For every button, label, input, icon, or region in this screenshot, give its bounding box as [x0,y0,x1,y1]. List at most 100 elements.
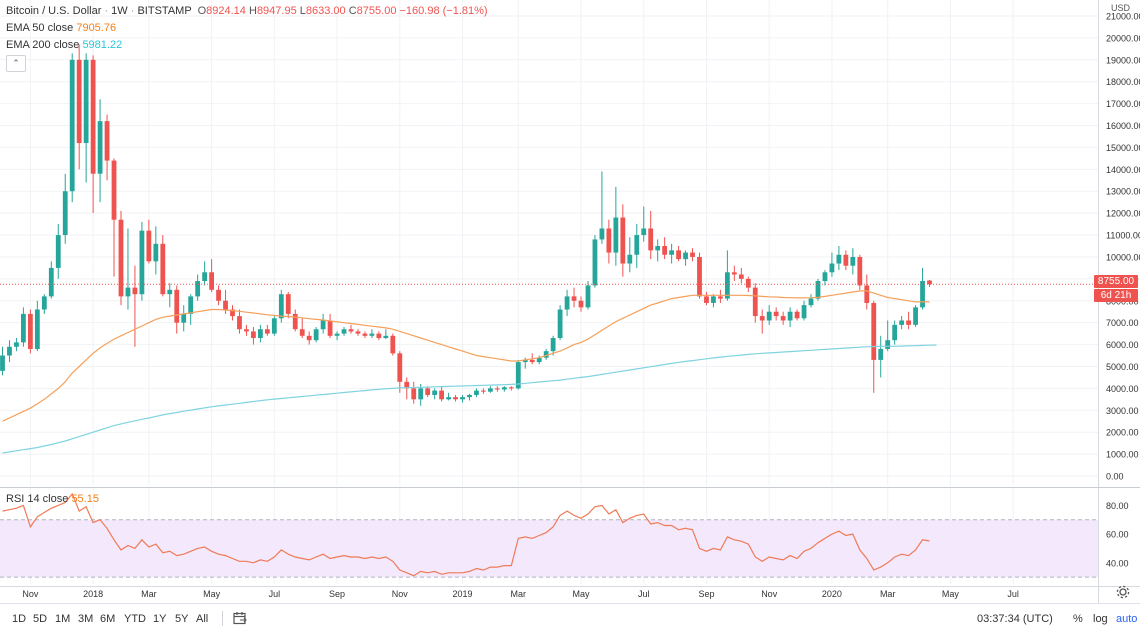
candle-body [787,311,793,321]
candle-body [578,300,584,308]
ema200-value: 5981.22 [82,39,123,51]
range-1m[interactable]: 1M [55,613,71,625]
candle-body [829,263,835,273]
range-6m[interactable]: 6M [100,613,116,625]
candle-body [704,296,709,303]
candle-body [620,217,626,264]
chart[interactable]: 0.00 1000.00 2000.00 3000.00 4000.00 5000.00 6… [0,0,1140,603]
collapse-legend-button[interactable]: ⌃ [6,55,26,72]
candle-body [571,296,577,301]
candle-body [404,381,410,389]
time-tick-label: May [942,589,960,599]
candle-body [237,316,242,330]
candle-body [857,256,863,286]
rsi-value: 55.15 [71,493,99,505]
price-tick-label: 4000.00 [1106,384,1139,394]
candle-body [139,230,145,295]
candle-body [160,243,166,295]
candle-body [118,219,124,297]
candle-body [202,272,208,282]
ema200-line [2,344,937,454]
price-tick-label: 10000.00 [1106,252,1140,262]
price-tick-label: 11000.00 [1106,231,1140,241]
candle-body [55,235,61,268]
candle-body [62,191,68,236]
chevron-up-icon: ⌃ [12,58,20,68]
gear-icon[interactable] [1116,585,1130,599]
candle-body [146,230,152,262]
rsi-tick-label: 60.00 [1106,530,1129,540]
ema200-legend[interactable]: EMA 200 close 5981.22 [6,39,122,51]
ema50-value: 7905.76 [76,22,117,34]
calendar-icon[interactable] [233,611,247,625]
candle-body [494,388,500,390]
time-tick-label: Jul [1007,589,1019,599]
candle-body [515,362,521,389]
candle-body [292,313,298,330]
candle-body [718,296,723,299]
candle-body [634,235,640,255]
high-value: 8947.95 [256,5,297,17]
ema200-label: EMA 200 close [6,39,80,51]
candle-body [69,59,75,192]
percent-scale-toggle[interactable]: % [1073,613,1083,625]
rsi-tick-label: 80.00 [1106,501,1129,511]
candle-body [216,289,221,301]
candle-body [299,329,305,336]
clock[interactable]: 03:37:34 (UTC) [977,613,1053,625]
candle-body [752,287,758,317]
low-value: 8633.00 [305,5,346,17]
price-tick-label: 5000.00 [1106,362,1139,372]
candle-body [432,390,438,395]
ema50-legend[interactable]: EMA 50 close 7905.76 [6,22,116,34]
candle-body [369,333,375,336]
rsi-band [0,519,1098,578]
candle-body [278,294,284,319]
price-tick-label: 20000.00 [1106,33,1140,43]
price-tick-label: 15000.00 [1106,143,1140,153]
auto-scale-toggle[interactable]: auto [1116,613,1138,625]
rsi-legend[interactable]: RSI 14 close 55.15 [6,493,99,505]
candle-body [306,335,312,341]
range-5d[interactable]: 5D [33,613,48,625]
price-tick-label: 16000.00 [1106,121,1140,131]
symbol-name: Bitcoin / U.S. Dollar [6,5,102,17]
indicator-lines [0,283,1098,577]
candle-body [446,397,451,400]
range-all[interactable]: All [196,613,209,625]
rsi-line [2,492,930,577]
interval[interactable]: 1W [111,5,128,17]
close-value: 8755.00 [356,5,397,17]
time-tick-label: 2018 [83,589,103,599]
range-5y[interactable]: 5Y [175,613,189,625]
time-tick-label: Mar [141,589,157,599]
candle-body [690,252,695,257]
range-ytd[interactable]: YTD [124,613,146,625]
candle-body [27,313,33,349]
candle-body [271,318,277,334]
range-3m[interactable]: 3M [78,613,94,625]
log-scale-toggle[interactable]: log [1093,613,1108,625]
candle-body [613,217,619,253]
time-tick-label: Jul [638,589,650,599]
candle-body [132,287,138,295]
change-value: −160.98 (−1.81%) [399,5,488,17]
candle-body [313,329,319,341]
price-tick-label: 17000.00 [1106,99,1140,109]
candle-body [801,305,807,319]
time-tick-label: Sep [698,589,714,599]
candle-body [0,355,5,371]
candle-body [334,333,340,336]
symbol-legend: Bitcoin / U.S. Dollar · 1W · BITSTAMP O8… [6,5,488,17]
currency-label: USD [1110,3,1130,13]
candle-body [676,250,681,260]
range-1d[interactable]: 1D [12,613,27,625]
range-1y[interactable]: 1Y [153,613,167,625]
separator: · [130,5,135,17]
time-tick-label: Sep [329,589,345,599]
candle-body [592,239,598,286]
price-tick-label: 21000.00 [1106,12,1140,22]
candle-body [564,296,570,310]
candle-body [188,296,194,314]
candle-body [397,353,403,382]
